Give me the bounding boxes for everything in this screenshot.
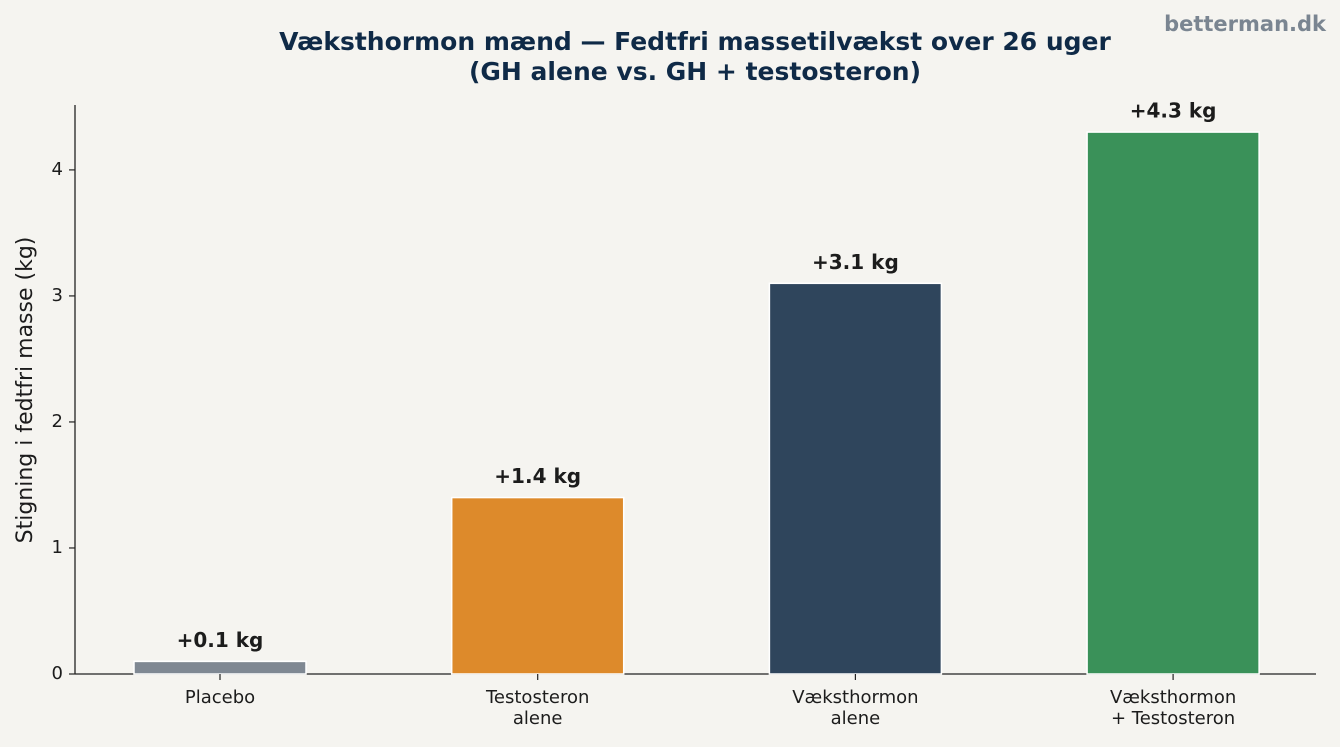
bar [450,496,625,675]
x-tick-label: Væksthormon alene [792,687,919,729]
bar [768,282,943,675]
value-label: +4.3 kg [1130,99,1217,123]
x-tick-label: Placebo [184,687,256,708]
y-tick-label: 1 [52,537,63,558]
y-axis-label: Stigning i fedtfri masse (kg) [13,237,38,544]
watermark: betterman.dk [1164,12,1326,36]
y-tick-label: 0 [52,663,63,684]
y-tick-label: 3 [52,285,63,306]
value-label: +3.1 kg [812,250,899,274]
chart-title: Væksthormon mænd — Fedtfri massetilvækst… [279,27,1111,86]
x-tick-label: Testosteron alene [485,687,590,729]
value-label: +1.4 kg [494,464,581,488]
bar [133,660,307,675]
y-tick-label: 4 [52,159,63,180]
y-tick-label: 2 [52,411,63,432]
bar [1086,131,1260,675]
value-label: +0.1 kg [177,628,264,652]
x-tick-label: Væksthormon + Testosteron [1109,687,1237,729]
